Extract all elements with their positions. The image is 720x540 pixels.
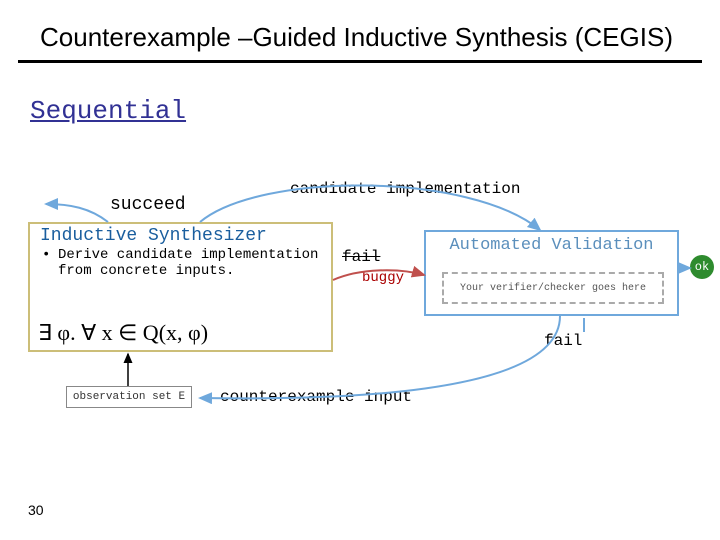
slide-title: Counterexample –Guided Inductive Synthes… bbox=[40, 22, 673, 53]
ok-badge: ok bbox=[690, 255, 714, 279]
subtitle: Sequential bbox=[30, 96, 186, 126]
candidate-impl-label: candidate implementation bbox=[290, 180, 520, 198]
page-number: 30 bbox=[28, 502, 44, 518]
validation-inner: Your verifier/checker goes here bbox=[442, 272, 664, 304]
synth-bullet: • Derive candidate implementation from c… bbox=[30, 247, 331, 279]
observation-set-box: observation set E bbox=[66, 386, 192, 408]
counterexample-label: counterexample input bbox=[220, 388, 412, 406]
succeed-label: succeed bbox=[110, 195, 186, 215]
synth-formula: ∃ φ. ∀ x ∈ Q(x, φ) bbox=[38, 320, 208, 346]
title-underline bbox=[18, 60, 702, 63]
synth-title: Inductive Synthesizer bbox=[30, 224, 331, 247]
validation-title: Automated Validation bbox=[426, 232, 677, 255]
synth-bullet-text: Derive candidate implementation from con… bbox=[58, 247, 325, 279]
fail-label-2: fail bbox=[544, 332, 582, 350]
buggy-label: buggy bbox=[362, 270, 404, 286]
inductive-synthesizer-box: Inductive Synthesizer • Derive candidate… bbox=[28, 222, 333, 352]
automated-validation-box: Automated Validation Your verifier/check… bbox=[424, 230, 679, 316]
fail-label-1: fail bbox=[342, 248, 380, 266]
arrow-succeed bbox=[46, 204, 108, 222]
bullet-dot: • bbox=[42, 247, 58, 279]
